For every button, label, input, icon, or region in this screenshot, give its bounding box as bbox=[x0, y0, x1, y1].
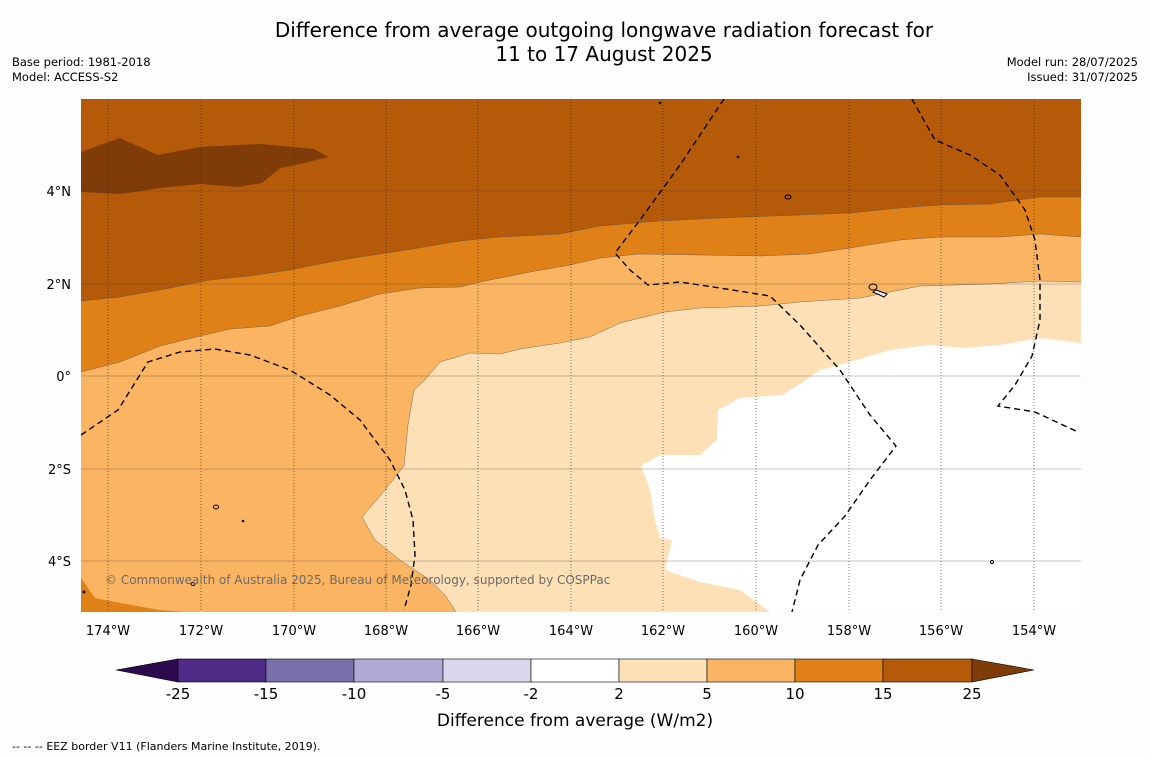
meta-left: Base period: 1981-2018 Model: ACCESS-S2 bbox=[12, 55, 151, 85]
colorbar-tick: -25 bbox=[166, 685, 191, 703]
copyright-notice: © Commonwealth of Australia 2025, Bureau… bbox=[105, 573, 610, 587]
band-10-15-sw bbox=[81, 578, 185, 612]
base-period: Base period: 1981-2018 bbox=[12, 55, 151, 69]
colorbar-ticks: -25 -15 -10 -5 -2 2 5 10 15 25 bbox=[166, 685, 982, 703]
lat-label: 2°S bbox=[48, 463, 71, 478]
colorbar-tick: -5 bbox=[436, 685, 451, 703]
lon-label: 168°W bbox=[364, 624, 408, 639]
title-line-2: 11 to 17 August 2025 bbox=[495, 42, 713, 66]
lon-label: 174°W bbox=[86, 624, 130, 639]
colorbar-segment bbox=[794, 658, 884, 683]
lon-label: 172°W bbox=[179, 624, 223, 639]
colorbar-segment bbox=[265, 658, 355, 683]
colorbar-tick: 25 bbox=[962, 685, 981, 703]
colorbar-tick: -15 bbox=[254, 685, 279, 703]
eez-legend: -- -- -- EEZ border V11 (Flanders Marine… bbox=[12, 740, 320, 753]
latitude-gridlines bbox=[81, 190, 1081, 562]
lon-label: 162°W bbox=[641, 624, 685, 639]
colorbar-segment bbox=[618, 658, 708, 683]
eez-legend-symbol: -- -- -- bbox=[12, 740, 43, 753]
lon-label: 154°W bbox=[1012, 624, 1056, 639]
latitude-labels: 4°N 2°N 0° 2°S 4°S bbox=[47, 185, 72, 570]
lon-label: 170°W bbox=[272, 624, 316, 639]
colorbar-segment bbox=[530, 658, 620, 683]
band-15-25 bbox=[81, 99, 1081, 301]
contour-lines bbox=[81, 196, 1081, 612]
lat-label: 0° bbox=[56, 370, 71, 385]
colorbar-segment bbox=[706, 658, 796, 683]
title-line-1: Difference from average outgoing longwav… bbox=[274, 18, 934, 42]
colorbar-tick: 2 bbox=[614, 685, 624, 703]
band-neutral bbox=[641, 338, 1081, 612]
lat-label: 4°N bbox=[47, 185, 72, 200]
map-title: Difference from average outgoing longwav… bbox=[0, 18, 1150, 66]
model-run: Model run: 28/07/2025 bbox=[1006, 55, 1138, 69]
lon-label: 160°W bbox=[734, 624, 778, 639]
islands bbox=[82, 101, 994, 594]
lon-label: 164°W bbox=[549, 624, 593, 639]
colorbar-under-arrow bbox=[115, 658, 179, 683]
band-over-25 bbox=[81, 138, 328, 194]
lon-label: 156°W bbox=[919, 624, 963, 639]
longitude-labels: 174°W 172°W 170°W 168°W 166°W 164°W 162°… bbox=[86, 624, 1056, 639]
lat-label: 4°S bbox=[48, 555, 71, 570]
issued-date: Issued: 31/07/2025 bbox=[1027, 70, 1138, 84]
eez-legend-text: EEZ border V11 (Flanders Marine Institut… bbox=[46, 740, 321, 753]
colorbar-segment bbox=[177, 658, 267, 683]
colorbar-tick: 15 bbox=[873, 685, 892, 703]
colorbar-tick: 10 bbox=[785, 685, 804, 703]
colorbar-segment bbox=[442, 658, 532, 683]
colorbar-label: Difference from average (W/m2) bbox=[437, 711, 713, 731]
colorbar-tick: 5 bbox=[702, 685, 712, 703]
colorbar-over-arrow bbox=[971, 658, 1035, 683]
colorbar-segment bbox=[882, 658, 973, 683]
model-name: Model: ACCESS-S2 bbox=[12, 70, 119, 84]
eez-borders bbox=[81, 99, 1079, 612]
lat-label: 2°N bbox=[47, 278, 72, 293]
meta-right: Model run: 28/07/2025 Issued: 31/07/2025 bbox=[1007, 55, 1138, 85]
anomaly-field bbox=[81, 99, 1081, 612]
lon-label: 166°W bbox=[456, 624, 500, 639]
colorbar-segment bbox=[353, 658, 444, 683]
colorbar-tick: -10 bbox=[342, 685, 367, 703]
colorbar-tick: -2 bbox=[524, 685, 539, 703]
lon-label: 158°W bbox=[827, 624, 871, 639]
colorbar bbox=[115, 658, 1035, 683]
